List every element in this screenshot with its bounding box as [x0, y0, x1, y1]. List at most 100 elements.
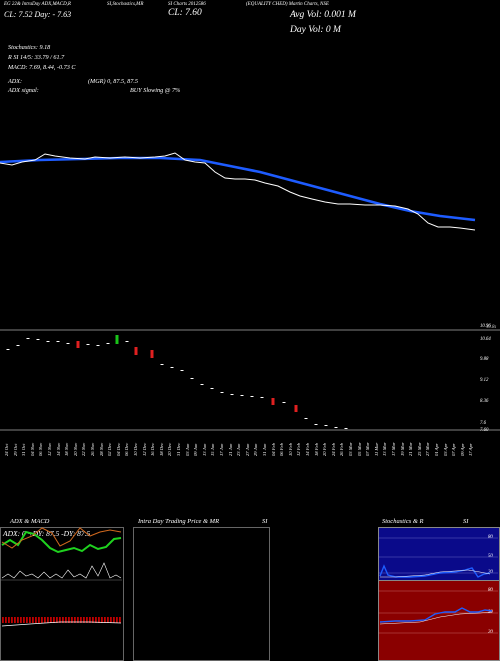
candle	[304, 418, 308, 419]
macd-bar	[35, 617, 37, 623]
mgr-readout: (MGR) 0, 87.5, 87.5	[88, 78, 139, 85]
macd-bar	[83, 617, 85, 623]
rsi-signal-line	[379, 611, 493, 625]
macd-readout: MACD: 7.69, 8.44, -0.73 C	[8, 64, 76, 71]
price-axis-label: 7.60	[480, 428, 489, 433]
candle	[282, 402, 286, 403]
adx-plus-di-line	[1, 530, 122, 554]
avg-volume: Avg Vol: 0.001 M	[290, 10, 356, 20]
candle	[160, 364, 164, 365]
macd-bar	[113, 617, 115, 623]
macd-bar	[47, 617, 49, 623]
macd-bar	[29, 617, 31, 623]
macd-bar	[77, 617, 79, 623]
macd-line	[1, 621, 122, 627]
macd-bar	[50, 617, 52, 623]
candle	[220, 392, 224, 393]
rsi-axis-label: 80	[488, 588, 493, 593]
candle	[16, 345, 20, 346]
macd-bar	[110, 617, 112, 623]
macd-bar	[119, 617, 121, 623]
price-axis-label: 7.6	[480, 421, 486, 426]
price-axis-label: 10.96	[480, 324, 491, 329]
macd-bar	[5, 617, 7, 623]
candle	[250, 396, 254, 397]
macd-bar	[71, 617, 73, 623]
buy-signal: BUY Slowing @ 7%	[130, 87, 181, 94]
candle	[150, 350, 154, 358]
stoch-axis-label: 20	[488, 570, 493, 575]
macd-bar	[116, 617, 118, 623]
macd-bar	[92, 617, 94, 623]
candle	[106, 343, 110, 344]
candle	[294, 405, 298, 412]
macd-bar	[65, 617, 67, 623]
macd-bar	[56, 617, 58, 623]
macd-bar	[17, 617, 19, 623]
candle	[96, 345, 100, 346]
intraday-panel-title-si: SI	[262, 518, 268, 525]
price-line	[0, 152, 476, 231]
macd-bar	[11, 617, 13, 623]
macd-bar	[32, 617, 34, 623]
day-volume: Day Vol: 0 M	[290, 25, 341, 35]
candle	[230, 394, 234, 395]
chart-title-part2: SI,Stochastics,MR	[107, 2, 144, 7]
candle	[271, 398, 275, 405]
close-day-readout: CL: 7.52 Day: - 7.63	[4, 10, 72, 19]
macd-bar	[86, 617, 88, 623]
price-axis-label: 9.12	[480, 378, 489, 383]
macd-bar	[53, 617, 55, 623]
candle	[260, 397, 264, 398]
macd-bar	[74, 617, 76, 623]
price-axis-label: 9.88	[480, 357, 489, 362]
price-marker-label: 10.8s	[486, 325, 497, 330]
candle	[200, 384, 204, 385]
adx-macd-panel-title: ADX & MACD	[10, 518, 50, 525]
chart-title-part4: (EQUALITY CHED) Martin Charts, NSE	[246, 2, 329, 7]
candle	[134, 347, 138, 355]
candle	[180, 370, 184, 371]
macd-bar	[14, 617, 16, 623]
stoch-axis-label: 50	[488, 554, 493, 559]
macd-bar	[104, 617, 106, 623]
candle	[324, 425, 328, 426]
candle	[314, 424, 318, 425]
macd-bar	[23, 617, 25, 623]
candle	[125, 341, 129, 342]
macd-bar	[89, 617, 91, 623]
candle	[46, 341, 50, 342]
chart-title-part3: SI Charts 2012586	[168, 2, 206, 7]
candle	[115, 335, 119, 344]
sma-line	[0, 156, 476, 222]
rsi-axis-label: 20	[488, 630, 493, 635]
macd-bar	[95, 617, 97, 623]
candle	[86, 344, 90, 345]
close-price-label: CL: 7.60	[168, 8, 202, 18]
candle	[190, 378, 194, 379]
stochastics-readout: Stochastics: 9.18	[8, 44, 51, 51]
macd-bar	[62, 617, 64, 623]
stoch-axis-label: 80	[488, 535, 493, 540]
macd-bar	[59, 617, 61, 623]
stochastic-line	[379, 564, 491, 578]
adx-signal-label: ADX signal:	[8, 87, 39, 94]
candle	[240, 395, 244, 396]
adx-label: ADX:	[8, 78, 23, 85]
candle	[344, 428, 348, 429]
macd-bar	[44, 617, 46, 623]
price-axis-label: 10.64	[480, 337, 491, 342]
macd-bar	[20, 617, 22, 623]
candle	[210, 388, 214, 389]
macd-histogram	[2, 617, 121, 623]
rsi-readout: R SI 14/5: 33.79 / 61.7	[8, 54, 65, 61]
macd-bar	[80, 617, 82, 623]
chart-title: EG 22& IntraDay ADX,MACD,R	[4, 2, 71, 7]
stoch-panel-title: Stochastics & R	[382, 518, 424, 525]
candle	[66, 343, 70, 344]
macd-bar	[41, 617, 43, 623]
candlesticks	[6, 335, 348, 429]
